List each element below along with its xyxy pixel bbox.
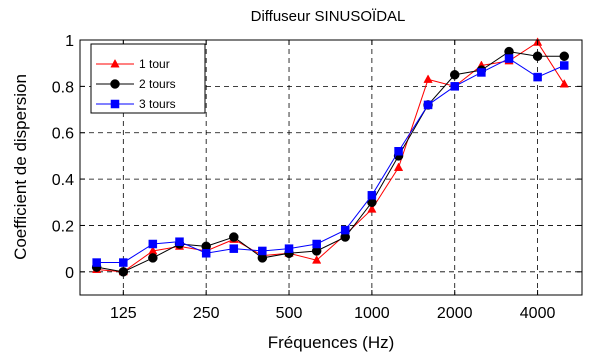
series-3-point <box>423 100 433 110</box>
series-3-point <box>312 239 321 249</box>
series-2-point <box>532 51 543 61</box>
x-tick-label: 500 <box>276 305 303 322</box>
series-2-line <box>96 51 565 273</box>
series-3-point <box>258 246 267 256</box>
series-3-point <box>394 147 403 156</box>
series-layer <box>91 37 570 277</box>
series-2-point <box>229 232 239 242</box>
series-3 <box>92 54 569 267</box>
series-3-point <box>284 244 294 253</box>
series-3-point <box>201 249 211 258</box>
series-3-point <box>229 244 239 253</box>
x-axis-label: Fréquences (Hz) <box>268 333 395 352</box>
series-3-point <box>533 72 542 82</box>
plot-frame <box>79 39 583 296</box>
legend-swatch-marker <box>110 58 120 68</box>
series-3-point <box>477 68 486 77</box>
x-tick-label: 2000 <box>437 305 473 322</box>
series-2-point <box>559 51 570 61</box>
legend-entry: 2 tours <box>96 77 176 91</box>
legend-swatch-marker <box>110 99 120 109</box>
y-tick-label: 0.6 <box>52 126 74 143</box>
x-tick-label: 125 <box>110 305 137 322</box>
legend-swatch-marker <box>110 79 120 89</box>
series-3-point <box>560 61 569 70</box>
y-tick-label: 0.4 <box>52 172 74 189</box>
series-2-point <box>118 267 129 277</box>
series-3-point <box>504 54 514 63</box>
legend-label: 1 tour <box>139 57 170 71</box>
series-1-point <box>393 162 404 171</box>
series-2-point <box>148 253 158 263</box>
series-1-point <box>312 255 322 264</box>
series-3-point <box>367 191 377 200</box>
series-2-point <box>449 70 460 80</box>
legend: 1 tour 2 tours 3 tours <box>90 43 206 114</box>
series-1-point <box>559 79 569 88</box>
series-1-line <box>96 41 565 273</box>
series-3-point <box>175 237 184 246</box>
x-tick-label: 1000 <box>354 305 390 322</box>
y-tick-label: 0.8 <box>52 79 74 96</box>
legend-entry: 3 tours <box>96 97 176 111</box>
series-3-point <box>450 82 459 91</box>
series-3-line <box>96 57 565 264</box>
legend-box <box>90 43 206 114</box>
legend-label: 3 tours <box>139 97 176 111</box>
x-tick-label: 4000 <box>520 305 556 322</box>
series-3-point <box>119 258 128 267</box>
y-axis-label: Coefficient de dispersion <box>11 74 30 260</box>
series-1-point <box>367 204 377 213</box>
y-tick-label: 0 <box>65 265 74 282</box>
series-3-point <box>340 225 350 235</box>
x-tick-label: 250 <box>193 305 220 322</box>
y-tick-label: 0.2 <box>52 218 74 235</box>
legend-entry: 1 tour <box>96 57 170 71</box>
legend-label: 2 tours <box>139 77 176 91</box>
series-1-point <box>423 74 433 83</box>
series-3-point <box>148 239 158 249</box>
chart-title: Diffuseur SINUSOÏDAL <box>251 8 406 25</box>
series-3-point <box>92 258 101 267</box>
ticks: 125 250 500 1000 2000 4000 0 0.2 0.4 0.6 0.8 1 <box>52 33 582 322</box>
y-tick-label: 1 <box>65 33 74 50</box>
